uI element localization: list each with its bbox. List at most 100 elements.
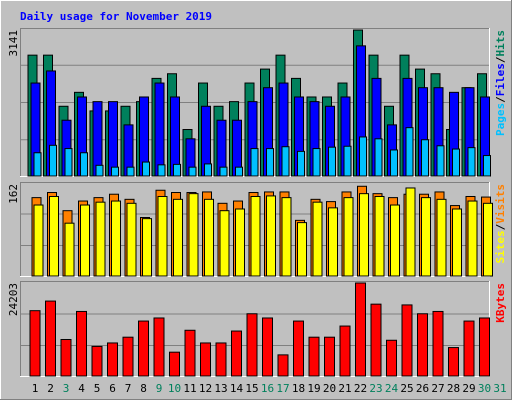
bar-sites-day-20 — [328, 207, 338, 277]
bar-kbytes-day-6 — [107, 342, 118, 377]
x-label-day-6: 6 — [109, 382, 116, 395]
bar-kbytes-day-10 — [169, 351, 180, 377]
x-label-day-31: 31 — [493, 382, 506, 395]
bar-files-day-6 — [108, 101, 118, 177]
x-label-day-22: 22 — [354, 382, 367, 395]
x-label-day-28: 28 — [447, 382, 460, 395]
legend-sites: Sites — [494, 230, 507, 263]
legend-text-kbytes: KBytes — [494, 283, 507, 323]
bar-kbytes-day-3 — [60, 338, 72, 377]
bar-kbytes-day-19 — [308, 336, 320, 377]
x-label-day-5: 5 — [94, 382, 101, 395]
bar-pages-day-10 — [173, 163, 181, 177]
bar-sites-day-30 — [483, 202, 493, 277]
bar-pages-day-23 — [374, 138, 383, 177]
bar-kbytes-day-21 — [339, 325, 351, 377]
bar-sites-day-4 — [80, 204, 90, 277]
bar-kbytes-day-11 — [184, 329, 196, 377]
x-label-day-25: 25 — [400, 382, 413, 395]
bar-sites-day-6 — [111, 200, 121, 277]
panel-kbytes: 24203 KBytes — [7, 281, 507, 377]
bar-pages-day-17 — [281, 146, 290, 177]
bar-pages-day-14 — [235, 166, 243, 177]
bar-pages-day-21 — [343, 145, 352, 177]
bar-sites-day-26 — [421, 197, 431, 277]
bar-kbytes-day-12 — [200, 342, 211, 377]
bar-kbytes-day-1 — [29, 310, 41, 377]
bar-pages-day-2 — [49, 144, 57, 177]
bar-pages-day-4 — [80, 152, 88, 177]
x-label-day-9: 9 — [156, 382, 163, 395]
bar-pages-day-7 — [126, 166, 135, 177]
bar-sites-day-7 — [126, 202, 137, 277]
x-label-day-23: 23 — [369, 382, 382, 395]
bar-sites-day-12 — [204, 198, 214, 277]
legend-files: Files — [494, 63, 507, 96]
legend-text-hits-files-pages: Pages/Files/Hits — [494, 30, 507, 136]
legend-separator: / — [494, 223, 507, 230]
x-label-day-24: 24 — [385, 382, 399, 395]
legend-separator: / — [494, 56, 507, 63]
x-axis-labels: 1 2 3 4 5 6 7 8 9 10 11 12 13 14 15 16 17 18 19 20 21 22 23 24 2… — [32, 382, 507, 395]
bar-kbytes-day-23 — [370, 303, 382, 377]
bar-kbytes-day-26 — [417, 313, 428, 377]
x-label-day-16: 16 — [261, 382, 274, 395]
bar-sites-day-18 — [297, 222, 307, 277]
bar-sites-day-10 — [173, 198, 183, 277]
x-label-day-27: 27 — [431, 382, 444, 395]
bar-sites-day-11 — [188, 193, 199, 277]
bar-kbytes-day-24 — [386, 339, 397, 377]
bar-kbytes-day-4 — [76, 310, 87, 377]
bar-pages-day-16 — [266, 148, 274, 177]
x-label-day-14: 14 — [230, 382, 244, 395]
bar-pages-day-18 — [297, 150, 305, 177]
bar-pages-day-8 — [142, 161, 150, 177]
bar-kbytes-day-22 — [355, 282, 366, 377]
bar-sites-day-27 — [436, 198, 447, 277]
bar-kbytes-day-7 — [122, 336, 134, 377]
bar-sites-day-15 — [250, 195, 261, 277]
bar-pages-day-13 — [219, 166, 228, 177]
bar-pages-day-6 — [111, 166, 119, 177]
bar-sites-day-13 — [219, 210, 230, 277]
bar-sites-day-22 — [359, 193, 369, 277]
bar-pages-day-15 — [250, 148, 259, 177]
bar-kbytes-day-17 — [277, 354, 289, 377]
bar-kbytes-day-18 — [293, 320, 304, 377]
x-label-day-7: 7 — [125, 382, 132, 395]
bar-sites-day-2 — [49, 195, 59, 277]
x-label-day-15: 15 — [245, 382, 258, 395]
x-label-day-17: 17 — [276, 382, 289, 395]
x-label-day-10: 10 — [168, 382, 181, 395]
x-label-day-11: 11 — [183, 382, 196, 395]
bar-pages-day-12 — [204, 163, 212, 177]
x-label-day-3: 3 — [63, 382, 70, 395]
bar-sites-day-8 — [142, 218, 152, 277]
bar-kbytes-day-27 — [432, 310, 444, 377]
bar-pages-day-3 — [64, 148, 73, 177]
bar-kbytes-day-29 — [463, 320, 475, 377]
bar-pages-day-29 — [467, 147, 476, 177]
bar-pages-day-28 — [452, 148, 460, 177]
x-label-day-26: 26 — [416, 382, 429, 395]
bar-kbytes-day-20 — [324, 336, 335, 377]
x-label-day-4: 4 — [78, 382, 85, 395]
legend-separator: / — [494, 96, 507, 103]
chart-panels: 3141Pages/Files/Hits162Sites/Visits24203… — [7, 28, 507, 377]
y-max-label: 162 — [7, 184, 20, 204]
bar-sites-day-23 — [374, 195, 385, 277]
legend-text-visits-sites: Sites/Visits — [494, 184, 507, 264]
bar-pages-day-5 — [95, 164, 104, 177]
x-label-day-13: 13 — [214, 382, 227, 395]
x-label-day-12: 12 — [199, 382, 212, 395]
bar-kbytes-day-28 — [448, 347, 459, 377]
bar-kbytes-day-2 — [45, 300, 56, 377]
y-max-label: 24203 — [7, 283, 20, 316]
bar-sites-day-14 — [235, 208, 245, 277]
bar-kbytes-day-9 — [153, 317, 165, 377]
bar-sites-day-1 — [33, 204, 44, 277]
bar-pages-day-1 — [33, 152, 42, 177]
bar-sites-day-28 — [452, 208, 462, 277]
